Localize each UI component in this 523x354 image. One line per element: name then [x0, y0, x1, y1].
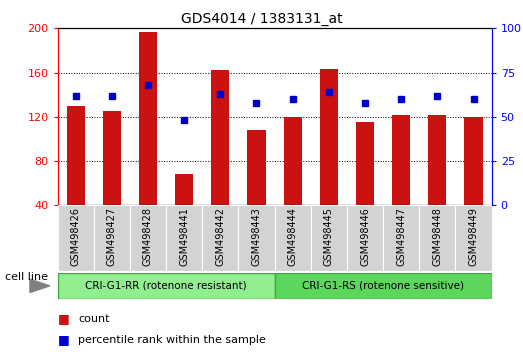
Bar [356, 122, 374, 205]
Text: GSM498449: GSM498449 [469, 207, 479, 266]
Bar [419, 205, 456, 271]
Bar [347, 205, 383, 271]
Text: cell line: cell line [5, 272, 48, 282]
Bar [238, 205, 275, 271]
Text: GSM498426: GSM498426 [71, 207, 81, 266]
Text: GSM498444: GSM498444 [288, 207, 298, 266]
Bar [247, 130, 266, 205]
Bar [166, 205, 202, 271]
Bar [464, 117, 483, 205]
Bar [94, 205, 130, 271]
Text: GDS4014 / 1383131_at: GDS4014 / 1383131_at [180, 12, 343, 27]
Text: count: count [78, 314, 110, 324]
Text: GSM498447: GSM498447 [396, 207, 406, 266]
Text: ■: ■ [58, 312, 69, 325]
Text: GSM498442: GSM498442 [215, 207, 225, 266]
Bar [383, 205, 419, 271]
Text: GSM498446: GSM498446 [360, 207, 370, 266]
Bar [456, 205, 492, 271]
Text: GSM498427: GSM498427 [107, 207, 117, 267]
Bar [175, 175, 193, 205]
Bar [139, 32, 157, 205]
Bar [202, 205, 238, 271]
Bar [311, 205, 347, 271]
Text: CRI-G1-RS (rotenone sensitive): CRI-G1-RS (rotenone sensitive) [302, 281, 464, 291]
Bar [130, 205, 166, 271]
Bar [392, 115, 410, 205]
Text: GSM498441: GSM498441 [179, 207, 189, 266]
Text: GSM498428: GSM498428 [143, 207, 153, 266]
Text: CRI-G1-RR (rotenone resistant): CRI-G1-RR (rotenone resistant) [85, 281, 247, 291]
Text: ■: ■ [58, 333, 69, 346]
Text: percentile rank within the sample: percentile rank within the sample [78, 335, 266, 345]
Text: GSM498445: GSM498445 [324, 207, 334, 266]
Bar [275, 205, 311, 271]
Bar [428, 115, 447, 205]
Polygon shape [30, 279, 50, 292]
Bar [103, 111, 121, 205]
Bar [211, 70, 230, 205]
Text: GSM498443: GSM498443 [252, 207, 262, 266]
Bar [58, 205, 94, 271]
Bar [283, 117, 302, 205]
Bar [275, 273, 492, 299]
Bar [58, 273, 275, 299]
Bar [320, 69, 338, 205]
Text: GSM498448: GSM498448 [433, 207, 442, 266]
Bar [66, 106, 85, 205]
